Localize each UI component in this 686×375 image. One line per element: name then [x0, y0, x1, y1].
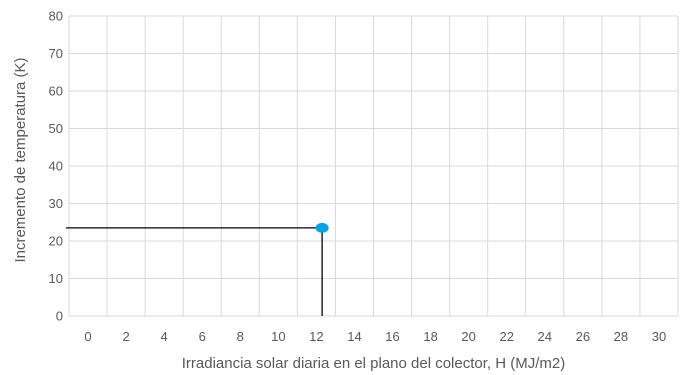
x-tick-label: 30 [652, 329, 666, 344]
x-tick-labels: 0 2 4 6 8 10 12 14 16 18 20 22 24 26 28 30 [84, 329, 666, 344]
x-tick-label: 6 [199, 329, 206, 344]
grid [68, 15, 679, 317]
y-tick-label: 0 [56, 309, 63, 324]
x-tick-label: 24 [538, 329, 552, 344]
x-tick-label: 18 [423, 329, 437, 344]
x-tick-label: 2 [122, 329, 129, 344]
y-tick-label: 40 [49, 159, 63, 174]
y-tick-label: 50 [49, 121, 63, 136]
x-tick-label: 4 [161, 329, 168, 344]
x-tick-label: 28 [614, 329, 628, 344]
x-tick-label: 26 [576, 329, 590, 344]
x-axis-title: Irradiancia solar diaria en el plano del… [182, 355, 566, 372]
x-tick-label: 8 [237, 329, 244, 344]
y-tick-labels: 0 10 20 30 40 50 60 70 80 [49, 9, 63, 324]
x-tick-label: 0 [84, 329, 91, 344]
y-tick-label: 10 [49, 271, 63, 286]
y-tick-label: 70 [49, 46, 63, 61]
x-tick-label: 22 [499, 329, 513, 344]
data-point [315, 222, 329, 233]
x-tick-label: 12 [309, 329, 323, 344]
y-tick-label: 20 [49, 234, 63, 249]
x-tick-label: 14 [347, 329, 361, 344]
x-tick-label: 20 [461, 329, 475, 344]
y-tick-label: 30 [49, 196, 63, 211]
y-tick-label: 60 [49, 84, 63, 99]
data-points [315, 222, 329, 233]
y-tick-label: 80 [49, 9, 63, 24]
y-axis-title: Incremento de temperatura (K) [12, 57, 29, 262]
x-tick-label: 10 [271, 329, 285, 344]
reference-lines [66, 227, 323, 316]
x-tick-label: 16 [385, 329, 399, 344]
